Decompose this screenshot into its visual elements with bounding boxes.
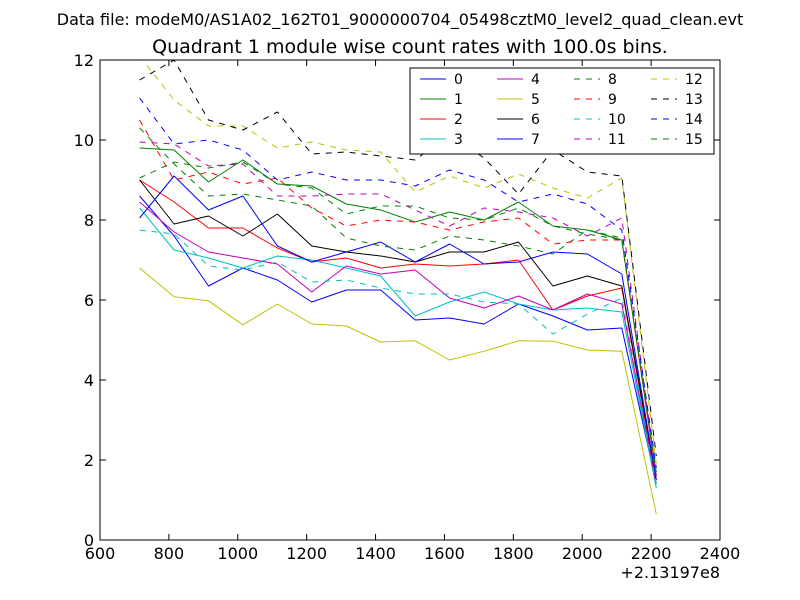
legend-entry-15: 15	[651, 132, 703, 148]
x-tick-label-2200: 2200	[631, 544, 672, 563]
legend-entry-13: 13	[651, 92, 703, 108]
legend-label-8: 8	[608, 72, 617, 88]
legend-box	[409, 67, 715, 155]
legend-label-5: 5	[531, 92, 540, 108]
x-tick-label-1000: 1000	[217, 544, 258, 563]
legend-entry-6: 6	[497, 112, 540, 128]
y-tick-label-10: 10	[74, 131, 94, 150]
x-tick-label-1800: 1800	[493, 544, 534, 563]
legend-label-10: 10	[608, 112, 626, 128]
x-tick-label-800: 800	[154, 544, 185, 563]
x-tick-label-1200: 1200	[286, 544, 327, 563]
legend-label-11: 11	[608, 132, 626, 148]
y-tick-label-2: 2	[84, 451, 94, 470]
x-tick-label-2400: 2400	[700, 544, 741, 563]
x-tick-label-1600: 1600	[424, 544, 465, 563]
y-tick-label-4: 4	[84, 371, 94, 390]
x-tick-label-1400: 1400	[355, 544, 396, 563]
legend-entry-7: 7	[497, 132, 540, 148]
legend-label-9: 9	[608, 92, 617, 108]
legend-label-4: 4	[531, 72, 540, 88]
series-line-5	[139, 267, 657, 515]
series-line-0	[139, 195, 657, 485]
series-line-6	[139, 179, 657, 481]
legend-entry-0: 0	[420, 72, 463, 88]
x-offset-label: +2.13197e8	[620, 563, 720, 582]
series-line-4	[139, 201, 657, 485]
tick-labels-layer: 600 800 1000 1200 1400 1600 1800 2000 2200 2400 0 2…	[74, 51, 741, 563]
legend-label-6: 6	[531, 112, 540, 128]
series-line-9	[139, 119, 657, 477]
legend-label-15: 15	[685, 132, 703, 148]
x-tick-label-600: 600	[85, 544, 116, 563]
legend-label-12: 12	[685, 72, 703, 88]
legend-label-2: 2	[454, 112, 463, 128]
series-line-12	[142, 60, 657, 465]
series-line-13	[139, 60, 657, 457]
series-line-2	[139, 179, 657, 485]
legend-entry-9: 9	[574, 92, 617, 108]
y-tick-label-0: 0	[84, 531, 94, 550]
legend-entry-5: 5	[497, 92, 540, 108]
chart-title: Quadrant 1 module wise count rates with …	[152, 36, 668, 58]
legend-entry-12: 12	[651, 72, 703, 88]
series-line-10	[139, 229, 657, 485]
legend-label-7: 7	[531, 132, 540, 148]
series-line-11	[139, 141, 657, 477]
legend-entry-4: 4	[497, 72, 540, 88]
legend-entry-14: 14	[651, 112, 703, 128]
legend-entry-10: 10	[574, 112, 626, 128]
legend-entry-3: 3	[420, 132, 463, 148]
y-tick-label-6: 6	[84, 291, 94, 310]
ticks-layer	[99, 59, 721, 541]
legend-entry-11: 11	[574, 132, 626, 148]
legend-label-3: 3	[454, 132, 463, 148]
series-line-15	[139, 161, 657, 473]
y-tick-label-8: 8	[84, 211, 94, 230]
x-tick-label-2000: 2000	[562, 544, 603, 563]
legend-entry-8: 8	[574, 72, 617, 88]
legend-entry-1: 1	[420, 92, 463, 108]
series-line-14	[139, 97, 657, 469]
legend-entry-2: 2	[420, 112, 463, 128]
legend-label-13: 13	[685, 92, 703, 108]
series-line-1	[139, 147, 657, 477]
legend-label-1: 1	[454, 92, 463, 108]
legend-label-14: 14	[685, 112, 703, 128]
legend-label-0: 0	[454, 72, 463, 88]
series-layer	[139, 60, 657, 515]
series-line-3	[139, 207, 657, 489]
chart-suptitle: Data file: modeM0/AS1A02_162T01_90000007…	[57, 10, 743, 30]
y-tick-label-12: 12	[74, 51, 94, 70]
series-line-7	[139, 175, 657, 481]
